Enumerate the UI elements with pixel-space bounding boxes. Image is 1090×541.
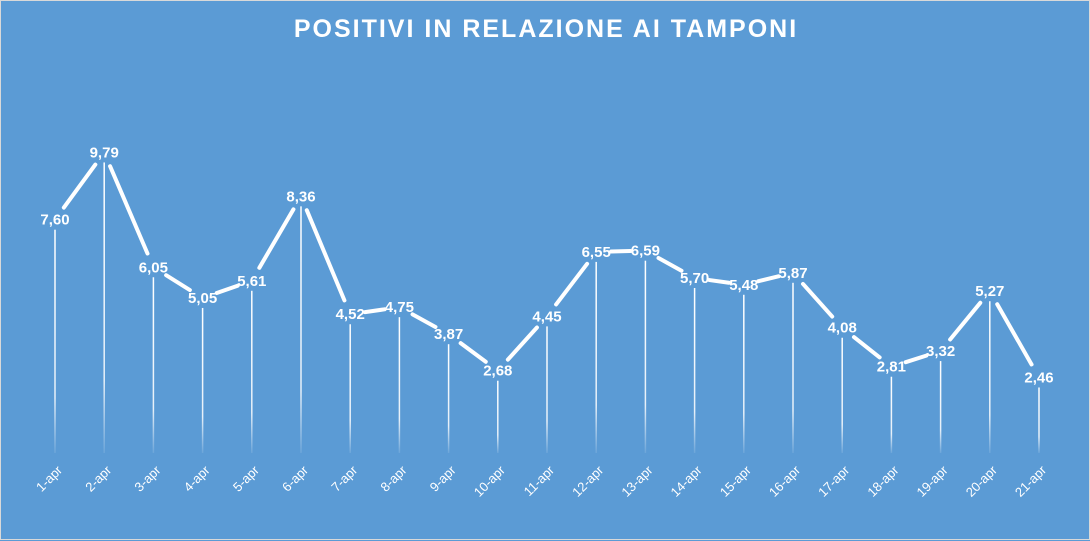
- x-tick-label-6-apr: 6-apr: [279, 462, 312, 495]
- series-segment-8-apr: [413, 314, 436, 327]
- series-segment-19-apr: [950, 303, 980, 340]
- drop-line-1-apr: [54, 230, 56, 453]
- series-segment-7-apr: [365, 309, 385, 312]
- x-tick-label-9-apr: 9-apr: [427, 462, 460, 495]
- data-label-5-apr: 5,61: [237, 273, 266, 290]
- drop-line-7-apr: [349, 324, 351, 453]
- series-segment-15-apr: [758, 276, 778, 281]
- x-tick-label-8-apr: 8-apr: [377, 462, 410, 495]
- drop-line-10-apr: [497, 381, 499, 453]
- series-segment-16-apr: [803, 284, 832, 317]
- series-segment-20-apr: [997, 304, 1031, 364]
- series-segment-13-apr: [659, 258, 682, 271]
- series-segment-17-apr: [854, 337, 880, 357]
- drop-line-18-apr: [891, 377, 893, 453]
- series-segment-11-apr: [556, 264, 587, 305]
- data-label-18-apr: 2,81: [877, 359, 906, 376]
- series-segment-5-apr: [259, 209, 293, 268]
- drop-line-19-apr: [940, 361, 942, 453]
- data-label-8-apr: 4,75: [385, 299, 414, 316]
- x-tick-label-4-apr: 4-apr: [181, 462, 214, 495]
- series-segment-18-apr: [906, 356, 927, 363]
- drop-line-5-apr: [251, 291, 253, 453]
- x-tick-label-17-apr: 17-apr: [815, 462, 853, 500]
- drop-line-4-apr: [202, 308, 204, 453]
- drop-line-20-apr: [989, 301, 991, 453]
- data-label-12-apr: 6,55: [582, 244, 611, 261]
- series-segment-3-apr: [166, 275, 190, 290]
- data-label-6-apr: 8,36: [286, 188, 315, 205]
- x-tick-label-2-apr: 2-apr: [82, 462, 115, 495]
- x-tick-label-5-apr: 5-apr: [230, 462, 263, 495]
- data-label-15-apr: 5,48: [729, 277, 758, 294]
- x-tick-label-21-apr: 21-apr: [1012, 462, 1050, 500]
- drop-line-11-apr: [546, 326, 548, 453]
- data-label-1-apr: 7,60: [40, 212, 69, 229]
- series-segment-14-apr: [709, 280, 728, 283]
- data-label-13-apr: 6,59: [631, 243, 660, 260]
- data-label-17-apr: 4,08: [828, 320, 857, 337]
- drop-line-17-apr: [841, 338, 843, 453]
- series-segment-6-apr: [307, 210, 345, 300]
- x-axis-tick-labels: 1-apr 2-apr 3-apr 4-apr 5-apr 6-apr 7-apr 8-apr…: [33, 462, 1050, 500]
- drop-line-9-apr: [448, 344, 450, 453]
- data-label-14-apr: 5,70: [680, 270, 709, 287]
- x-tick-label-14-apr: 14-apr: [668, 462, 706, 500]
- data-label-11-apr: 4,45: [532, 308, 561, 325]
- x-tick-label-15-apr: 15-apr: [717, 462, 755, 500]
- x-tick-label-1-apr: 1-apr: [33, 462, 66, 495]
- data-label-16-apr: 5,87: [778, 265, 807, 282]
- series-segment-9-apr: [461, 343, 486, 362]
- data-label-19-apr: 3,32: [926, 343, 955, 360]
- drop-line-6-apr: [300, 206, 302, 453]
- drop-line-13-apr: [645, 261, 647, 453]
- data-label-4-apr: 5,05: [188, 290, 217, 307]
- data-label-20-apr: 5,27: [975, 283, 1004, 300]
- series-segment-10-apr: [508, 328, 537, 360]
- drop-line-3-apr: [153, 277, 155, 453]
- drop-line-12-apr: [595, 262, 597, 453]
- x-tick-label-3-apr: 3-apr: [131, 462, 164, 495]
- data-label-9-apr: 3,87: [434, 326, 463, 343]
- x-tick-label-20-apr: 20-apr: [963, 462, 1001, 500]
- data-label-3-apr: 6,05: [139, 259, 168, 276]
- drop-line-2-apr: [103, 162, 105, 453]
- x-tick-label-10-apr: 10-apr: [471, 462, 509, 500]
- data-label-7-apr: 4,52: [336, 306, 365, 323]
- x-tick-label-13-apr: 13-apr: [618, 462, 656, 500]
- series-segment-2-apr: [110, 166, 147, 253]
- data-label-2-apr: 9,79: [90, 144, 119, 161]
- series-segment-4-apr: [217, 286, 238, 293]
- data-label-10-apr: 2,68: [483, 363, 512, 380]
- drop-line-15-apr: [743, 295, 745, 453]
- x-tick-label-18-apr: 18-apr: [864, 462, 902, 500]
- x-tick-label-12-apr: 12-apr: [569, 462, 607, 500]
- drop-line-21-apr: [1038, 387, 1040, 453]
- drop-line-14-apr: [694, 288, 696, 453]
- drop-line-8-apr: [399, 317, 401, 453]
- x-tick-label-16-apr: 16-apr: [766, 462, 804, 500]
- x-tick-label-19-apr: 19-apr: [914, 462, 952, 500]
- x-tick-label-7-apr: 7-apr: [328, 462, 361, 495]
- data-label-21-apr: 2,46: [1024, 369, 1053, 386]
- series-segment-1-apr: [64, 165, 95, 208]
- drop-line-16-apr: [792, 283, 794, 453]
- x-tick-label-11-apr: 11-apr: [521, 462, 558, 499]
